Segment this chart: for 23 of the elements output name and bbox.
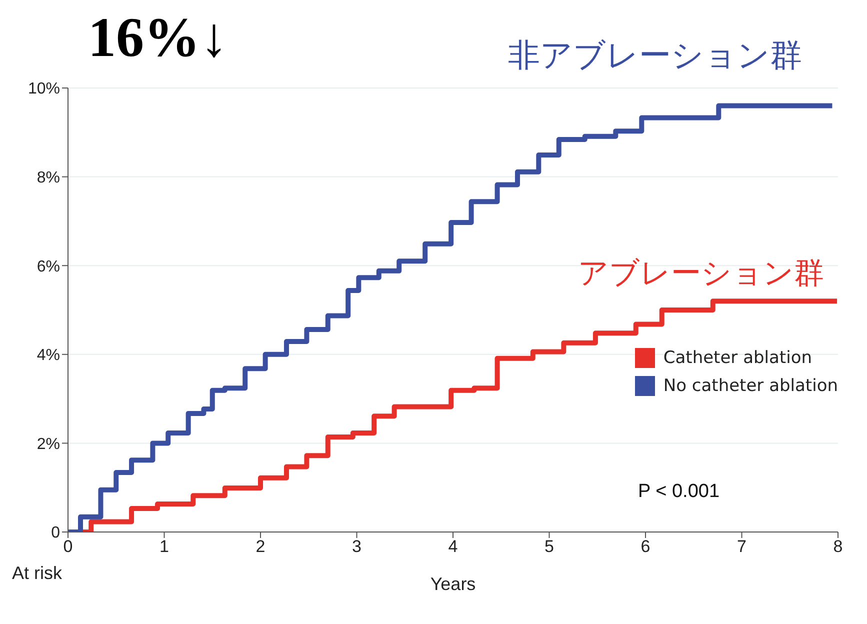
legend-label: Catheter ablation: [662, 348, 813, 368]
legend-label: No catheter ablation: [662, 376, 838, 396]
x-axis-title: Years: [429, 574, 477, 595]
y-tick-label: 8%: [36, 169, 60, 186]
annotation: アブレーション群: [578, 256, 824, 291]
y-tick-label: 4%: [36, 347, 60, 364]
x-tick-label: 6: [640, 537, 650, 556]
y-tick-label: 10%: [28, 80, 60, 98]
y-tick-label: 6%: [36, 258, 60, 276]
y-tick-label: 2%: [36, 436, 60, 453]
x-tick-label: 2: [256, 537, 266, 556]
annotation: P < 0.001: [638, 481, 720, 503]
text: 16%↓: [88, 7, 228, 70]
x-tick-label: 1: [160, 537, 169, 556]
y-tick-label: 0: [51, 524, 60, 542]
text: 非アブレーション群: [508, 36, 802, 74]
x-tick-label: 7: [737, 537, 746, 556]
x-tick-label: 0: [63, 537, 73, 556]
x-tick-label: 8: [833, 537, 843, 556]
text: At risk: [12, 563, 62, 584]
x-tick-label: 3: [352, 537, 362, 556]
x-tick-label: 5: [544, 537, 554, 556]
x-tick-label: 4: [448, 537, 458, 556]
